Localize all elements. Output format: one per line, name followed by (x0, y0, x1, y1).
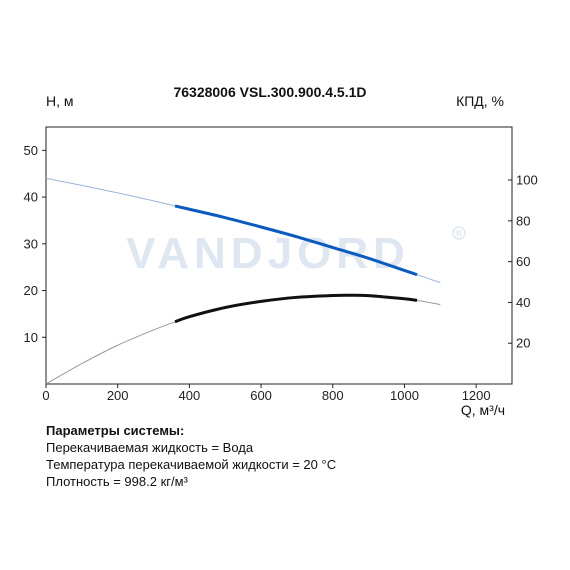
brand-watermark: VANDJORD (126, 229, 410, 278)
efficiency-curve-full-range (45, 294, 441, 385)
y-axis-left-label: H, м (46, 93, 74, 109)
y-left-tick-label: 20 (24, 283, 38, 298)
y-right-tick-label: 100 (516, 173, 538, 188)
y-right-tick-label: 60 (516, 254, 530, 269)
svg-text:R: R (456, 230, 462, 239)
x-tick-label: 800 (322, 388, 344, 403)
y-left-tick-label: 10 (24, 330, 38, 345)
y-axis-right-label: КПД, % (456, 93, 504, 109)
x-tick-label: 200 (107, 388, 129, 403)
y-right-tick-label: 20 (516, 336, 530, 351)
y-right-tick-label: 40 (516, 295, 530, 310)
x-tick-label: 0 (42, 388, 49, 403)
y-left-tick-label: 40 (24, 190, 38, 205)
plot-area-frame (45, 126, 513, 385)
efficiency-curve-operating-range (174, 293, 418, 324)
x-axis-label: Q, м³/ч (461, 402, 505, 418)
x-tick-label: 1200 (462, 388, 491, 403)
x-tick-label: 600 (250, 388, 272, 403)
system-parameters-title: Параметры системы: (46, 423, 185, 438)
y-left-tick-label: 30 (24, 236, 38, 251)
head-curve-operating-range (174, 204, 418, 277)
param-temperature: Температура перекачиваемой жидкости = 20… (46, 457, 337, 472)
watermark-registered-icon: R (452, 226, 466, 240)
x-tick-label: 1000 (390, 388, 419, 403)
param-liquid: Перекачиваемая жидкость = Вода (46, 440, 254, 455)
x-tick-label: 400 (179, 388, 201, 403)
param-density: Плотность = 998.2 кг/м³ (46, 474, 188, 489)
y-left-tick-label: 50 (24, 143, 38, 158)
chart-title: 76328006 VSL.300.900.4.5.1D (173, 84, 366, 100)
system-parameters: Параметры системы: Перекачиваемая жидкос… (46, 422, 336, 490)
y-right-tick-label: 80 (516, 213, 530, 228)
